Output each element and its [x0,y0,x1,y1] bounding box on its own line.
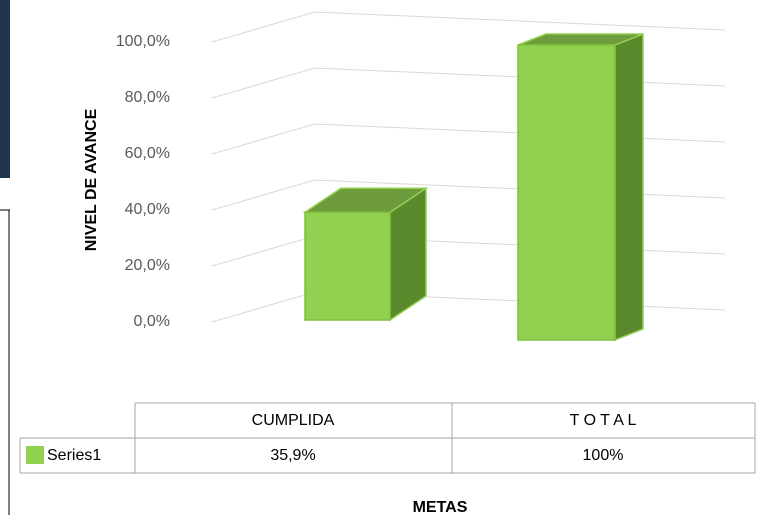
y-tick-label: 60,0% [125,145,170,162]
grid-line [211,123,726,155]
y-tick-label: 100,0% [116,33,170,50]
y-tick-label: 80,0% [125,89,170,106]
grid-line [211,67,726,99]
fragment [0,0,10,178]
legend-key [26,446,44,464]
legend-label: Series1 [47,447,101,464]
x-tick-label: T O T A L [570,412,637,429]
y-tick-label: 20,0% [125,257,170,274]
grid-line [211,235,726,267]
data-label: 100% [583,447,624,464]
y-tick-label: 0,0% [134,313,170,330]
bar [517,44,616,341]
grid-line [211,11,726,43]
data-label: 35,9% [270,447,315,464]
grid-line [211,291,726,323]
grid-line [211,179,726,211]
bar [304,211,391,321]
bar-side [614,32,644,342]
y-tick-label: 40,0% [125,201,170,218]
x-tick-label: CUMPLIDA [252,412,335,429]
y-axis-label: NIVEL DE AVANCE [83,108,100,251]
x-axis-label: METAS [413,499,468,516]
